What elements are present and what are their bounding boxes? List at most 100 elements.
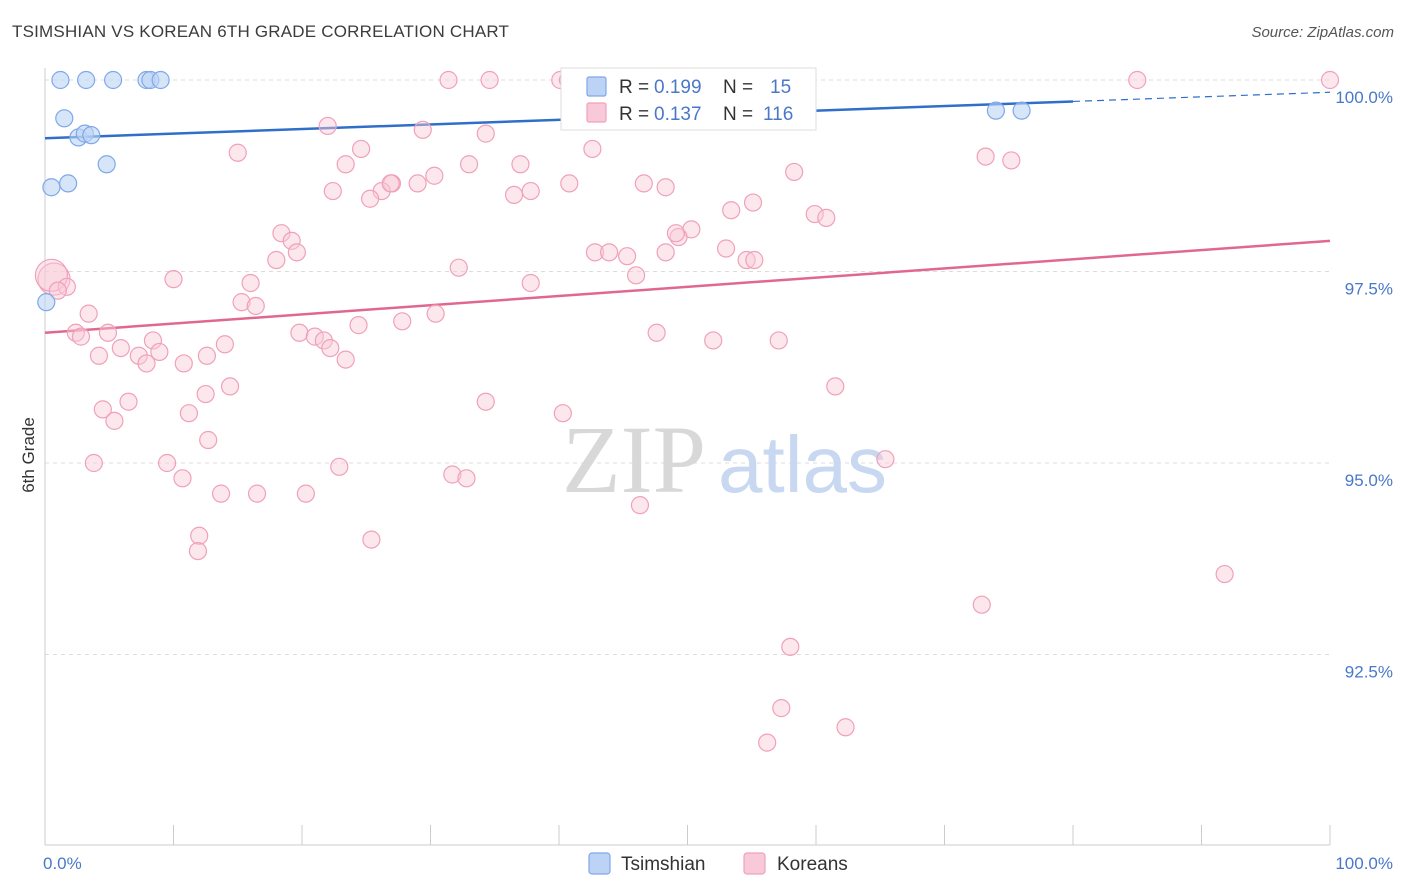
point-koreans	[349, 316, 368, 335]
chart-source: Source: ZipAtlas.com	[1251, 24, 1394, 41]
point-koreans	[656, 178, 675, 197]
trend-line-tsimshian	[44, 100, 1074, 140]
point-koreans	[781, 637, 800, 656]
point-koreans	[79, 304, 98, 323]
x-tick-label: 0.0%	[43, 854, 82, 873]
y-tick-label: 95.0%	[1345, 471, 1393, 490]
point-koreans	[323, 181, 342, 201]
point-koreans	[634, 174, 653, 193]
point-koreans	[215, 335, 234, 354]
point-koreans	[459, 155, 479, 174]
point-koreans	[164, 270, 183, 289]
point-koreans	[521, 273, 540, 293]
point-koreans	[272, 224, 291, 243]
point-koreans	[290, 323, 309, 342]
point-koreans	[246, 296, 265, 316]
point-koreans	[1320, 70, 1340, 90]
trend-lines	[44, 91, 1331, 335]
series-koreans-points	[34, 70, 1340, 752]
point-koreans	[232, 293, 251, 312]
point-koreans	[585, 243, 605, 262]
point-koreans	[220, 377, 240, 396]
point-koreans	[1215, 564, 1234, 584]
point-tsimshian	[59, 174, 78, 193]
series-tsimshian-points	[37, 70, 1031, 312]
y-tick-label: 97.5%	[1345, 280, 1393, 299]
point-koreans	[511, 155, 530, 174]
watermark-atlas: atlas	[718, 420, 887, 509]
point-koreans	[425, 166, 444, 185]
legend-n-value: 15	[770, 77, 791, 98]
y-tick-label: 100.0%	[1335, 88, 1393, 107]
point-koreans	[413, 120, 432, 139]
point-koreans	[1128, 70, 1147, 90]
x-tick-label: 100.0%	[1335, 854, 1393, 873]
point-koreans	[197, 346, 217, 365]
legend-label-tsimshian: Tsimshian	[621, 854, 705, 875]
zipatlas-watermark: ZIP atlas	[562, 406, 887, 513]
point-koreans	[84, 453, 103, 473]
point-koreans	[1002, 151, 1021, 170]
y-tick-labels: 100.0% 97.5% 95.0% 92.5%	[1335, 88, 1393, 682]
point-koreans	[626, 266, 646, 285]
legend-r-label: R =	[619, 77, 649, 98]
point-koreans	[111, 339, 130, 358]
point-koreans	[443, 465, 462, 484]
point-koreans	[393, 312, 412, 331]
legend-swatch-koreans	[586, 102, 607, 123]
point-koreans	[743, 193, 763, 212]
legend-n-value: 116	[763, 104, 793, 125]
chart-title: TSIMSHIAN VS KOREAN 6TH GRADE CORRELATIO…	[12, 22, 510, 41]
point-koreans	[560, 174, 579, 193]
point-koreans	[71, 327, 91, 346]
point-koreans	[241, 273, 260, 293]
point-tsimshian	[151, 70, 170, 90]
point-tsimshian	[104, 70, 123, 90]
point-koreans	[98, 323, 118, 342]
point-koreans	[129, 346, 148, 365]
point-koreans	[704, 331, 723, 350]
point-koreans	[57, 277, 76, 296]
point-koreans	[457, 469, 476, 488]
legend-n-label: N =	[723, 104, 753, 125]
legend-r-value: 0.199	[654, 77, 702, 98]
point-tsimshian	[986, 101, 1006, 120]
watermark-zip: ZIP	[562, 406, 706, 513]
point-koreans	[188, 541, 208, 561]
point-tsimshian	[97, 155, 116, 174]
point-koreans	[716, 239, 736, 258]
legend-stats: R = 0.199 N = 15 R = 0.137 N = 116	[560, 67, 817, 131]
trend-line-tsimshian-extension	[1072, 91, 1331, 103]
point-koreans	[630, 496, 650, 515]
point-koreans	[228, 143, 247, 162]
point-koreans	[553, 404, 572, 423]
point-koreans	[666, 224, 686, 243]
point-koreans	[426, 304, 445, 323]
point-koreans	[336, 155, 355, 174]
legend-label-koreans: Koreans	[777, 854, 848, 875]
point-koreans	[173, 469, 192, 488]
point-koreans	[336, 350, 355, 369]
point-koreans	[805, 204, 824, 224]
point-koreans	[521, 181, 540, 201]
point-koreans	[758, 733, 777, 752]
point-tsimshian	[42, 178, 61, 197]
point-koreans	[296, 484, 315, 503]
point-koreans	[476, 392, 495, 411]
point-koreans	[318, 116, 337, 136]
legend-swatch-koreans	[743, 852, 766, 875]
legend-swatch-tsimshian	[588, 852, 611, 875]
y-axis-title: 6th Grade	[19, 417, 38, 493]
point-koreans	[504, 185, 524, 204]
point-koreans	[361, 189, 380, 208]
point-koreans	[157, 453, 177, 473]
point-koreans	[247, 484, 267, 503]
point-koreans	[211, 484, 231, 503]
point-tsimshian	[1012, 101, 1031, 120]
point-koreans	[722, 201, 741, 220]
point-koreans	[282, 231, 301, 250]
point-koreans	[817, 208, 836, 227]
point-tsimshian	[55, 109, 74, 128]
point-koreans	[583, 139, 602, 159]
